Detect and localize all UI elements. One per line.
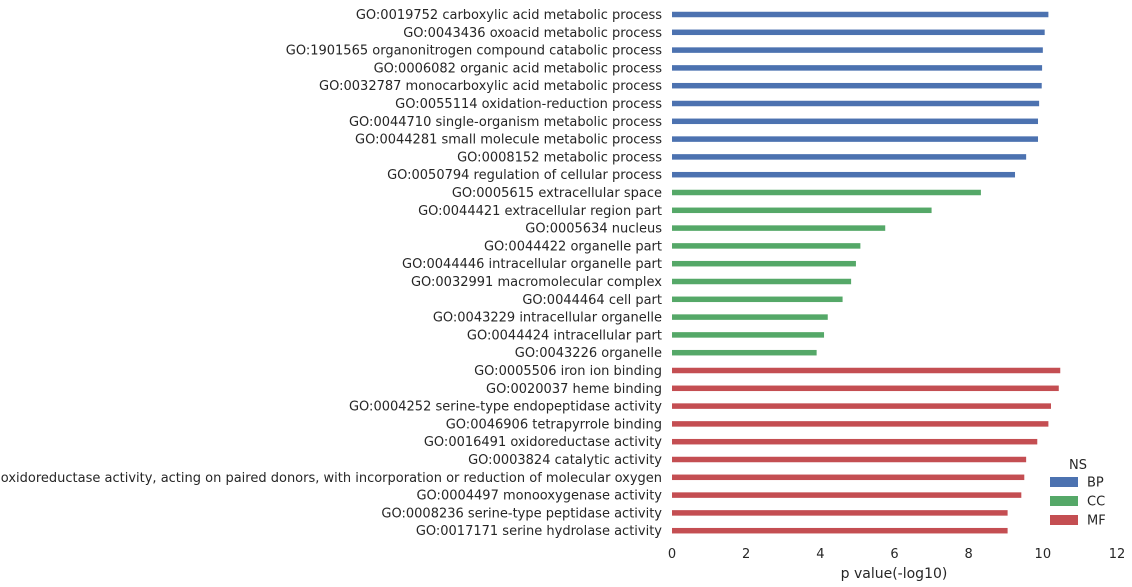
x-tick-label: 6 xyxy=(890,547,898,562)
category-label: GO:0044424 intracellular part xyxy=(467,328,662,343)
legend-label-bp: BP xyxy=(1087,476,1104,491)
category-label: GO:0055114 oxidation-reduction process xyxy=(395,97,662,112)
bar-bp xyxy=(672,65,1043,71)
x-tick-label: 12 xyxy=(1109,547,1126,562)
bar-mf xyxy=(672,438,1038,445)
bar-bp xyxy=(672,82,1042,89)
bar-cc xyxy=(672,189,981,196)
category-label: GO:0043229 intracellular organelle xyxy=(433,311,662,326)
bar-cc xyxy=(672,278,852,285)
bar-mf xyxy=(672,456,1027,463)
bar-bp xyxy=(672,171,1016,178)
category-label: GO:0008152 metabolic process xyxy=(457,150,662,165)
category-label: GO:0044421 extracellular region part xyxy=(418,204,662,219)
bar-cc xyxy=(672,296,843,303)
category-label: GO:0005615 extracellular space xyxy=(452,186,662,201)
category-label: GO:0044464 cell part xyxy=(522,293,662,308)
category-label: GO:0046906 tetrapyrrole binding xyxy=(446,417,662,432)
legend-title: NS xyxy=(1069,458,1087,473)
legend-label-mf: MF xyxy=(1087,514,1106,529)
bar-mf xyxy=(672,421,1049,427)
bar-mf xyxy=(672,474,1025,481)
category-label: GO:0016705 oxidoreductase activity, acti… xyxy=(0,471,662,486)
bar-bp xyxy=(672,136,1039,142)
legend: NS BP CC MF xyxy=(1050,458,1106,529)
bar-bp xyxy=(672,47,1043,53)
category-label: GO:0006082 organic acid metabolic proces… xyxy=(374,61,663,76)
bar-bp xyxy=(672,100,1040,107)
x-tick-label: 10 xyxy=(1035,547,1052,562)
legend-swatch-bp xyxy=(1050,477,1078,487)
category-label: GO:1901565 organonitrogen compound catab… xyxy=(286,44,662,59)
bar-mf xyxy=(672,385,1059,392)
bars-layer xyxy=(672,11,1061,534)
bar-mf xyxy=(672,510,1008,516)
category-label: GO:0019752 carboxylic acid metabolic pro… xyxy=(356,8,662,23)
bar-mf xyxy=(672,527,1008,534)
x-tick-label: 8 xyxy=(965,547,973,562)
category-label: GO:0003824 catalytic activity xyxy=(468,453,662,468)
legend-swatch-mf xyxy=(1050,515,1078,525)
category-label: GO:0044446 intracellular organelle part xyxy=(402,257,662,272)
category-label: GO:0016491 oxidoreductase activity xyxy=(424,435,662,450)
category-label: GO:0050794 regulation of cellular proces… xyxy=(387,168,662,183)
x-axis-title: p value(-log10) xyxy=(841,566,948,582)
category-label: GO:0005506 iron ion binding xyxy=(474,364,662,379)
x-tick-label: 2 xyxy=(742,547,750,562)
category-label: GO:0044710 single-organism metabolic pro… xyxy=(349,115,662,130)
category-label: GO:0004252 serine-type endopeptidase act… xyxy=(349,400,662,415)
legend-swatch-cc xyxy=(1050,496,1078,506)
category-label: GO:0017171 serine hydrolase activity xyxy=(416,524,662,539)
bar-cc xyxy=(672,207,932,214)
category-label: GO:0004497 monooxygenase activity xyxy=(416,489,662,504)
x-tick-label: 4 xyxy=(816,547,824,562)
category-label: GO:0044422 organelle part xyxy=(484,239,662,254)
bar-bp xyxy=(672,154,1027,160)
category-label: GO:0044281 small molecule metabolic proc… xyxy=(355,133,662,148)
category-label: GO:0032787 monocarboxylic acid metabolic… xyxy=(319,79,662,94)
bar-cc xyxy=(672,349,817,356)
bar-cc xyxy=(672,243,861,249)
bar-cc xyxy=(672,260,856,267)
legend-label-cc: CC xyxy=(1087,495,1105,510)
bar-mf xyxy=(672,492,1022,498)
bar-bp xyxy=(672,11,1049,18)
bar-cc xyxy=(672,225,886,231)
x-axis: 0 2 4 6 8 10 12 xyxy=(668,547,1125,562)
category-labels: GO:0019752 carboxylic acid metabolic pro… xyxy=(0,8,662,539)
category-label: GO:0043226 organelle xyxy=(515,346,662,361)
bar-bp xyxy=(672,118,1039,125)
category-label: GO:0032991 macromolecular complex xyxy=(411,275,662,290)
category-label: GO:0008236 serine-type peptidase activit… xyxy=(381,506,662,521)
bar-cc xyxy=(672,332,825,338)
x-tick-label: 0 xyxy=(668,547,676,562)
bar-cc xyxy=(672,314,828,320)
category-label: GO:0005634 nucleus xyxy=(525,222,662,237)
bar-bp xyxy=(672,29,1045,36)
bar-mf xyxy=(672,367,1061,374)
bar-mf xyxy=(672,403,1051,409)
category-label: GO:0020037 heme binding xyxy=(486,382,662,397)
category-label: GO:0043436 oxoacid metabolic process xyxy=(403,26,662,41)
